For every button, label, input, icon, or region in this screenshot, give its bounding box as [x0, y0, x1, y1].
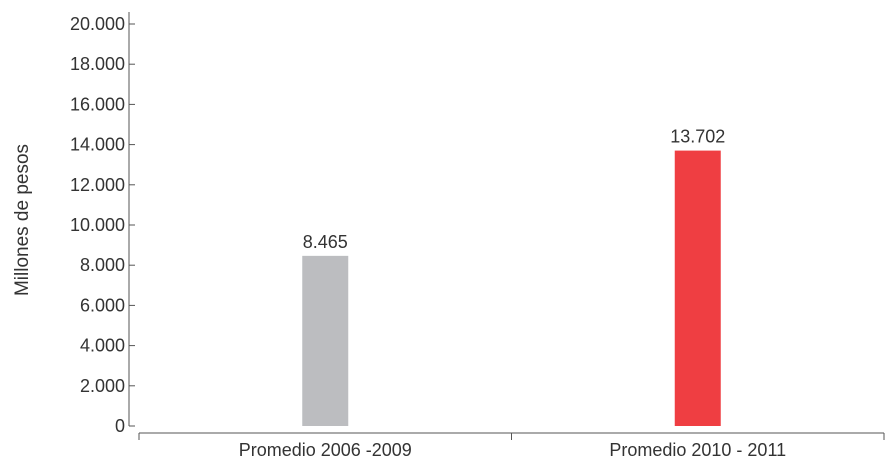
y-tick-label: 20.000 — [70, 14, 125, 34]
bar — [674, 150, 721, 427]
x-axis-ticks — [138, 433, 885, 440]
y-tick-label: 4.000 — [80, 336, 125, 356]
bars — [302, 150, 721, 427]
bar-value-label: 13.702 — [670, 127, 725, 147]
y-axis-ticks: 0 2.000 4.000 6.000 8.000 10.000 12.000 14.000 1… — [70, 14, 135, 436]
bar-value-label: 8.465 — [303, 232, 348, 252]
x-category-label: Promedio 2010 - 2011 — [609, 440, 786, 458]
y-tick-label: 16.000 — [70, 94, 125, 114]
y-tick-label: 18.000 — [70, 54, 125, 74]
y-tick-label: 14.000 — [70, 135, 125, 155]
category-labels: Promedio 2006 -2009 Promedio 2010 - 2011 — [239, 440, 786, 458]
y-tick-label: 8.000 — [80, 255, 125, 275]
x-category-label: Promedio 2006 -2009 — [239, 440, 412, 458]
y-tick-label: 10.000 — [70, 215, 125, 235]
data-labels: 8.465 13.702 — [303, 127, 726, 252]
bar — [302, 255, 349, 426]
y-axis-title: Millones de pesos — [12, 144, 33, 296]
y-tick-label: 2.000 — [80, 376, 125, 396]
y-tick-label: 0 — [115, 416, 125, 436]
y-tick-label: 12.000 — [70, 175, 125, 195]
y-tick-label: 6.000 — [80, 295, 125, 315]
